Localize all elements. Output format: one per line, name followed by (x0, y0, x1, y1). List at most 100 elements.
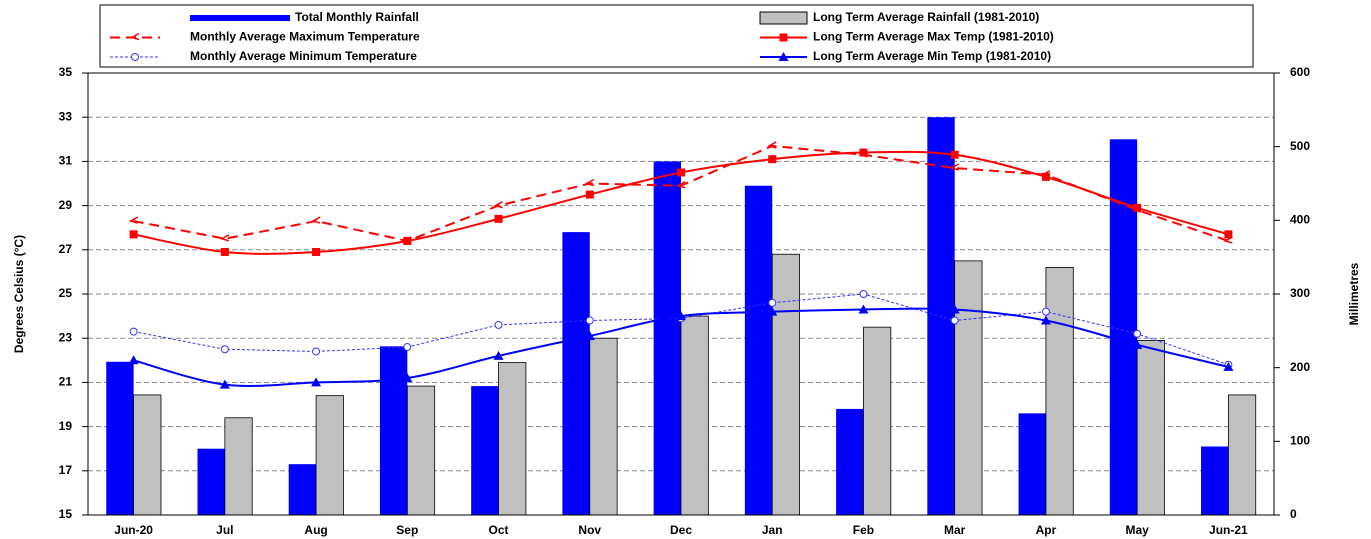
marker (768, 298, 777, 307)
marker (129, 230, 138, 239)
y2-tick-label: 200 (1290, 360, 1310, 374)
y-tick-label: 17 (59, 463, 73, 477)
marker (950, 316, 959, 325)
marker (584, 178, 595, 187)
x-tick-label: Nov (578, 523, 601, 537)
x-tick-label: Mar (944, 523, 966, 537)
marker (676, 181, 686, 189)
bar (106, 361, 134, 515)
marker (778, 52, 789, 61)
bar (653, 161, 681, 515)
marker (494, 320, 503, 329)
marker (949, 304, 960, 314)
marker (129, 327, 138, 336)
y2-tick-label: 300 (1290, 286, 1310, 300)
x-tick-label: Aug (304, 523, 327, 537)
legend-box (99, 4, 1254, 68)
bar (836, 408, 864, 515)
y2-axis-label: Millimetres (1347, 262, 1361, 325)
marker (220, 345, 229, 354)
marker (1040, 315, 1051, 325)
marker (1041, 172, 1050, 181)
marker (1132, 339, 1143, 349)
marker (585, 316, 594, 325)
marker (1223, 361, 1234, 371)
marker (403, 343, 412, 352)
marker (1133, 329, 1142, 338)
marker (220, 248, 229, 257)
marker (403, 236, 412, 245)
marker (1224, 230, 1233, 239)
marker (311, 377, 322, 387)
bar (315, 395, 344, 516)
x-tick-label: Dec (670, 523, 692, 537)
bar (406, 385, 436, 516)
marker (130, 32, 140, 41)
marker (494, 214, 503, 223)
legend-label: Long Term Average Rainfall (1981-2010) (813, 10, 1039, 24)
bar (771, 253, 801, 516)
bar (1201, 446, 1229, 515)
marker (858, 304, 869, 314)
y-tick-label: 15 (59, 507, 73, 521)
y2-tick-label: 500 (1290, 139, 1310, 153)
marker (493, 200, 503, 209)
marker (128, 216, 138, 224)
marker (131, 53, 139, 61)
bar (1045, 267, 1074, 516)
bar (197, 448, 225, 515)
y-tick-label: 19 (59, 419, 73, 433)
bar (498, 362, 527, 516)
y-tick-label: 23 (59, 330, 73, 344)
x-tick-label: Jun-20 (114, 523, 153, 537)
marker (219, 234, 230, 242)
bar (954, 260, 983, 516)
legend-label: Long Term Average Max Temp (1981-2010) (813, 30, 1054, 44)
marker (402, 372, 413, 382)
x-tick-label: Feb (853, 523, 874, 537)
legend-swatch (190, 15, 290, 21)
marker (312, 347, 321, 356)
y2-tick-label: 600 (1290, 65, 1310, 79)
y2-tick-label: 100 (1290, 434, 1310, 448)
marker (128, 355, 139, 365)
bar (1227, 394, 1257, 516)
x-tick-label: Apr (1036, 523, 1057, 537)
marker (767, 141, 777, 149)
bar (680, 315, 709, 516)
x-tick-label: Jun-21 (1209, 523, 1248, 537)
y-tick-label: 29 (59, 198, 73, 212)
bar (562, 232, 590, 515)
marker (677, 168, 685, 177)
bar (224, 417, 253, 516)
marker (768, 155, 777, 164)
marker (1133, 203, 1142, 212)
bar (1109, 139, 1138, 516)
y-axis-label: Degrees Celsius (°C) (12, 235, 26, 353)
y-tick-label: 31 (59, 154, 73, 168)
marker (676, 311, 686, 321)
marker (584, 330, 595, 340)
y2-tick-label: 400 (1290, 213, 1310, 227)
bar (1018, 413, 1046, 515)
marker (779, 33, 788, 42)
x-tick-label: Oct (489, 523, 509, 537)
bar (288, 464, 317, 515)
bar (744, 185, 773, 515)
marker (1041, 307, 1050, 316)
plot-frame (87, 72, 1275, 516)
marker (859, 290, 868, 298)
marker (950, 150, 959, 159)
y2-tick-label: 0 (1290, 507, 1297, 521)
x-tick-label: Sep (396, 523, 418, 537)
y-tick-label: 27 (59, 242, 73, 256)
marker (767, 306, 778, 316)
marker (859, 148, 868, 157)
y-tick-label: 35 (59, 65, 73, 79)
x-tick-label: May (1125, 523, 1149, 537)
y-tick-label: 25 (59, 286, 73, 300)
marker (949, 163, 960, 171)
bar (589, 337, 618, 516)
x-tick-label: Jan (762, 523, 783, 537)
legend-swatch (759, 11, 808, 25)
